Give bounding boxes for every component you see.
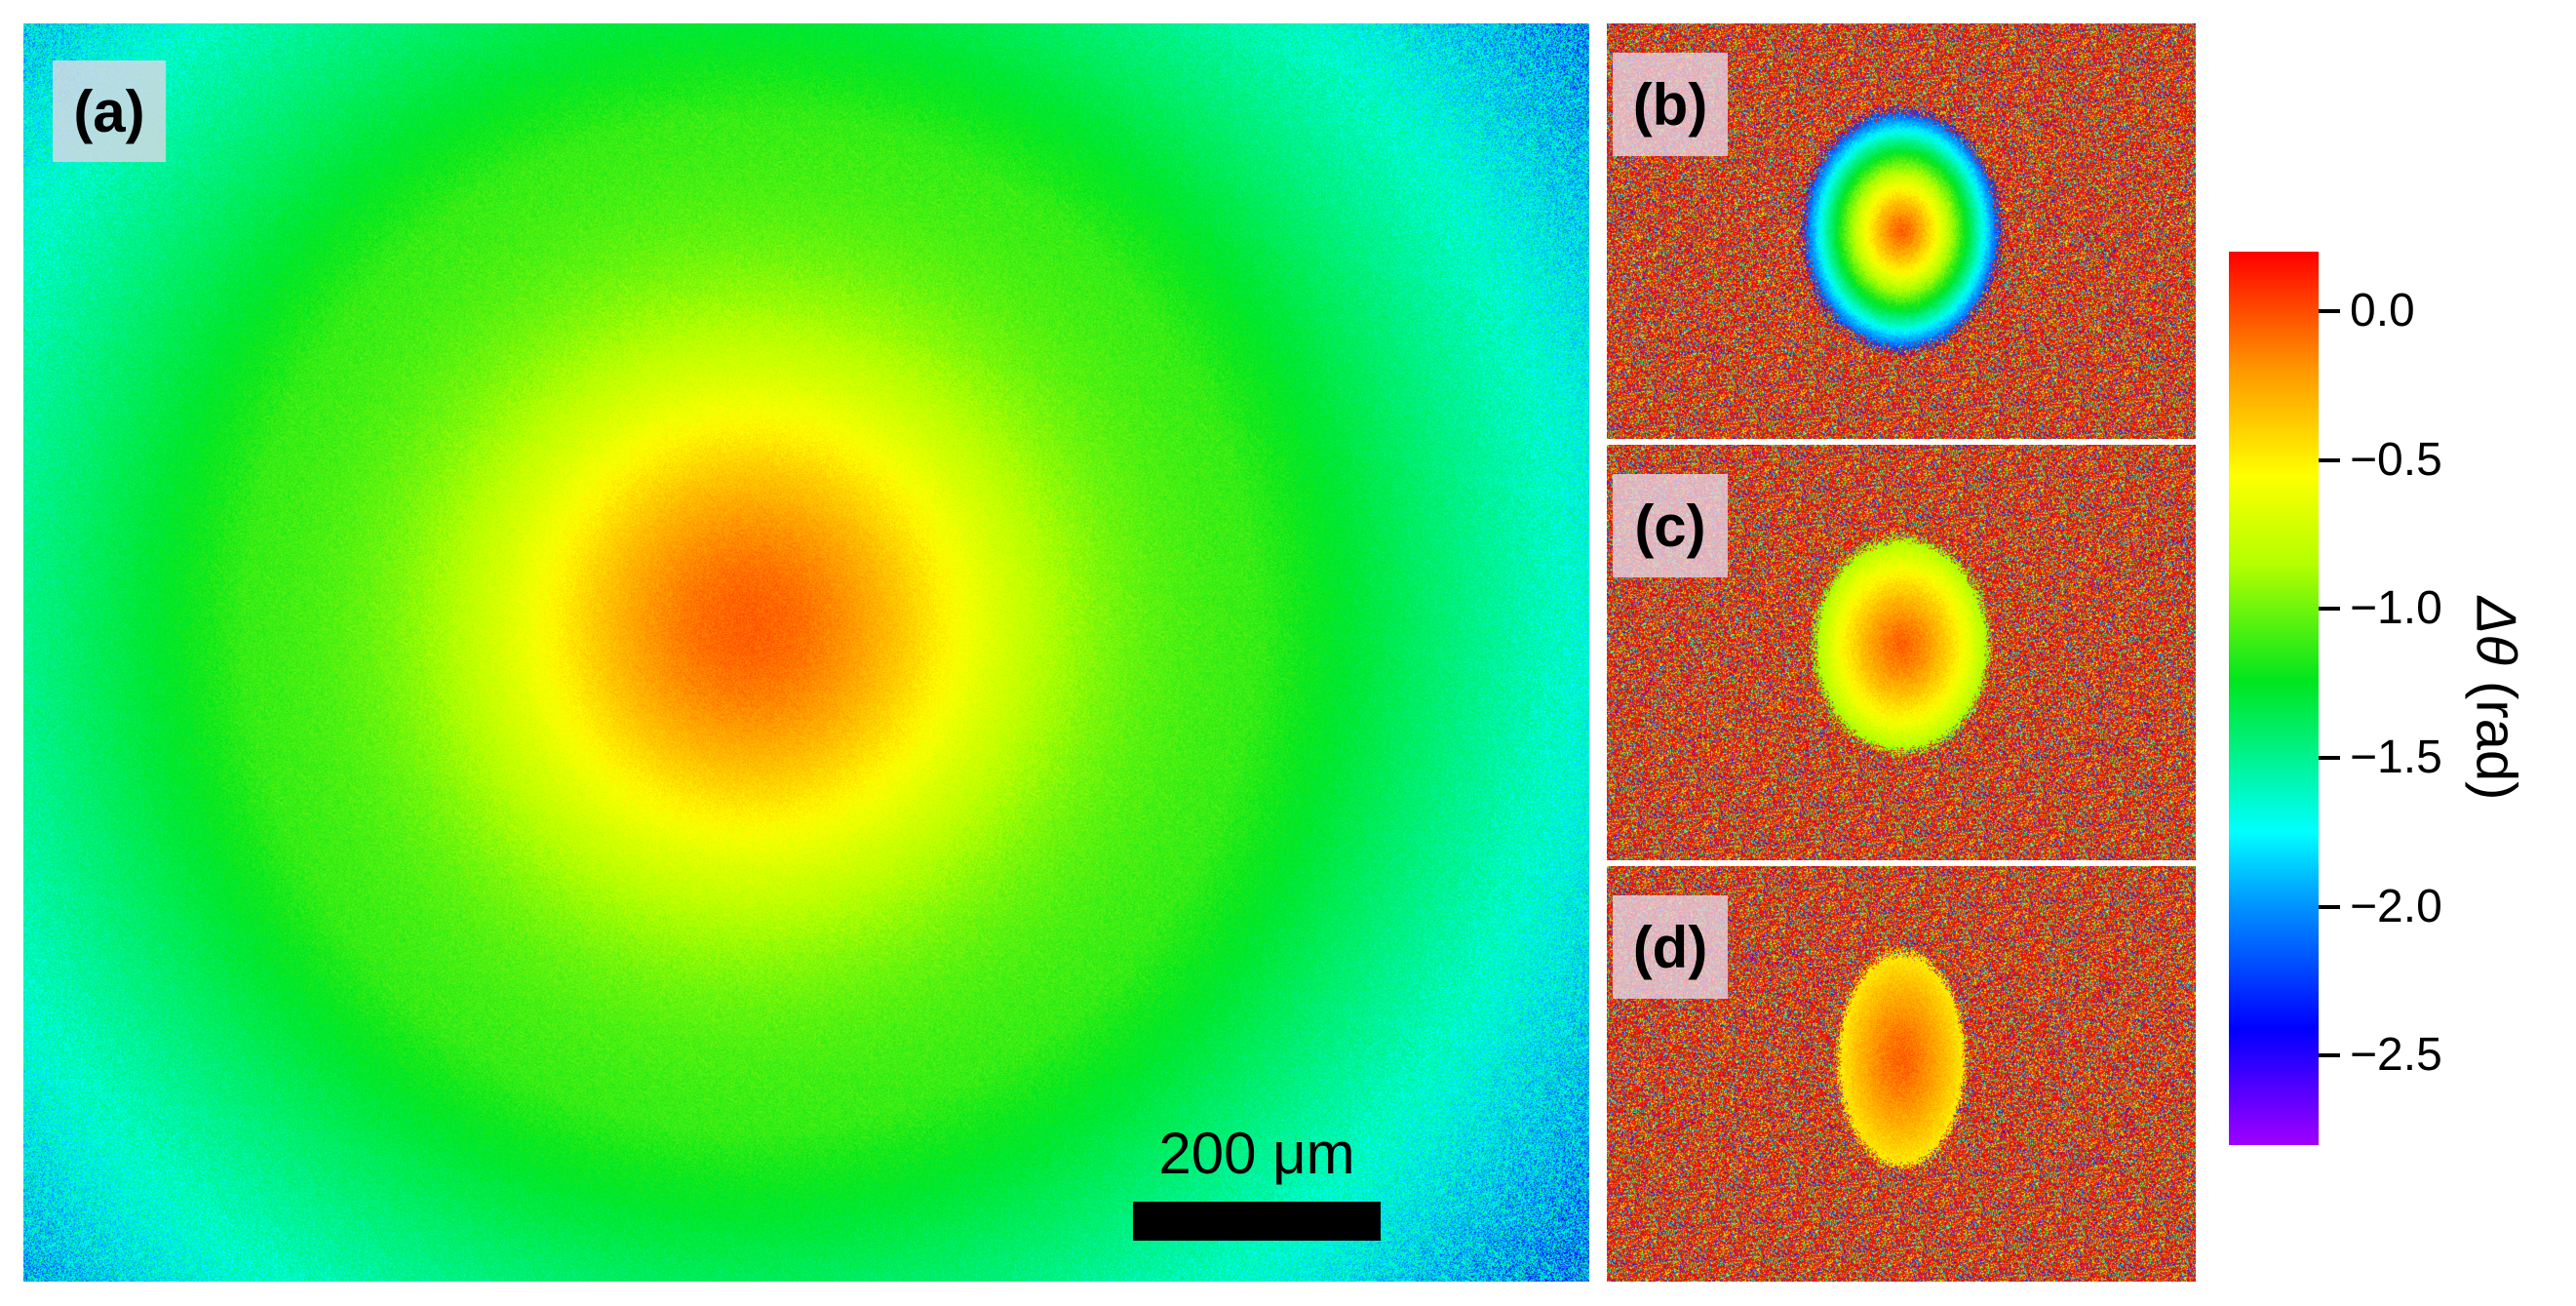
colorbar-title-symbol: Δθ [2464, 596, 2528, 665]
colorbar-tick [2319, 607, 2340, 612]
colorbar-tick-label: −2.0 [2350, 880, 2442, 932]
phase-map-image-a [23, 23, 1589, 1282]
scale-bar [1133, 1202, 1381, 1241]
colorbar-tick-label: −0.5 [2350, 433, 2442, 486]
colorbar-tick-label: 0.0 [2350, 285, 2415, 337]
panel-label-c: (c) [1613, 474, 1728, 577]
panel-label-b: (b) [1613, 53, 1728, 156]
panel-divider [1607, 439, 2196, 444]
colorbar-tick-label: −1.0 [2350, 582, 2442, 635]
panel-label-d: (d) [1613, 895, 1728, 999]
colorbar-tick [2319, 756, 2340, 761]
phase-map-panel-c: (c) [1607, 445, 2196, 860]
phase-map-panel-b: (b) [1607, 23, 2196, 439]
panel-divider [1607, 860, 2196, 865]
phase-map-panel-d: (d) [1607, 866, 2196, 1282]
phase-map-panel-a: (a) 200 μm [23, 23, 1589, 1282]
colorbar-tick-label: −2.5 [2350, 1029, 2442, 1082]
colorbar-title: Δθ (rad) [2464, 597, 2529, 801]
colorbar-title-unit: (rad) [2464, 664, 2528, 801]
colorbar-tick [2319, 904, 2340, 909]
panel-label-a: (a) [53, 60, 166, 162]
scale-bar-label: 200 μm [1158, 1121, 1355, 1186]
colorbar [2229, 252, 2319, 1145]
colorbar-tick-label: −1.5 [2350, 732, 2442, 784]
colorbar-tick [2319, 309, 2340, 314]
colorbar-tick [2319, 457, 2340, 462]
colorbar-tick [2319, 1053, 2340, 1058]
